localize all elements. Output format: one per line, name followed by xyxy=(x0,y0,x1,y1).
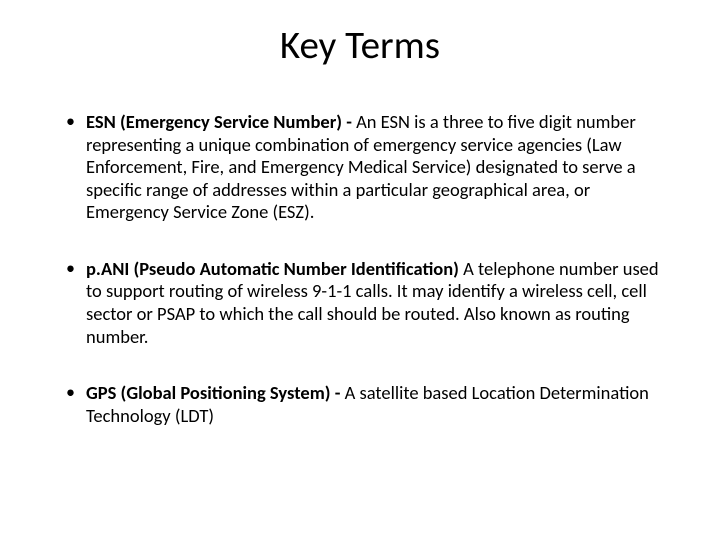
list-item: p.ANI (Pseudo Automatic Number Identific… xyxy=(66,258,672,348)
terms-list: ESN (Emergency Service Number) - An ESN … xyxy=(48,111,672,427)
term-name: ESN (Emergency Service Number) - xyxy=(86,110,356,133)
page-title: Key Terms xyxy=(48,22,672,69)
slide: Key Terms ESN (Emergency Service Number)… xyxy=(0,0,720,540)
list-item: GPS (Global Positioning System) - A sate… xyxy=(66,382,672,427)
term-name: p.ANI (Pseudo Automatic Number Identific… xyxy=(86,257,463,280)
list-item: ESN (Emergency Service Number) - An ESN … xyxy=(66,111,672,224)
term-name: GPS (Global Positioning System) - xyxy=(86,381,345,404)
